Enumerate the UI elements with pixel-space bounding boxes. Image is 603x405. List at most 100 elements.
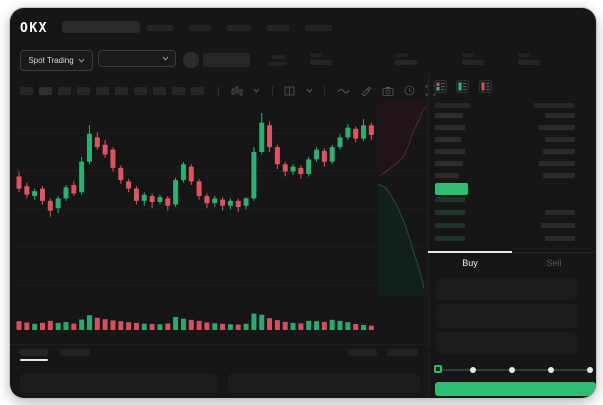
orderbook-header-price <box>435 103 470 108</box>
depth-chart[interactable] <box>377 100 427 296</box>
ask-price-placeholder <box>435 113 463 118</box>
toolbar-divider <box>271 85 273 96</box>
bid-price-placeholder <box>435 236 465 241</box>
orderbook-row[interactable] <box>428 137 596 143</box>
draw-icon[interactable] <box>360 85 372 97</box>
orderbook-row[interactable] <box>428 149 596 155</box>
bottom-divider <box>10 344 428 345</box>
tab-sell[interactable]: Sell <box>546 258 562 268</box>
nav-item-placeholder[interactable] <box>147 25 173 31</box>
candles-layer <box>16 113 374 217</box>
orderbook-row[interactable] <box>428 161 596 167</box>
tabbar-track <box>428 252 596 253</box>
stat-group <box>395 53 417 65</box>
ask-amount-placeholder <box>545 137 575 142</box>
ask-amount-placeholder <box>543 149 575 154</box>
line-type-icon[interactable] <box>337 87 350 95</box>
toolbar-divider <box>218 85 220 96</box>
stat-group <box>310 53 332 65</box>
slider-dot[interactable] <box>470 367 476 373</box>
timeframe-chip[interactable] <box>96 87 109 95</box>
timeframe-chip[interactable] <box>153 87 166 95</box>
timeframe-chip[interactable] <box>58 87 71 95</box>
nav-item-placeholder[interactable] <box>189 25 211 31</box>
okx-logo: OKX <box>20 21 48 36</box>
ask-amount-placeholder <box>543 173 575 178</box>
bottom-tab-active[interactable] <box>20 349 48 356</box>
ask-amount-placeholder <box>539 161 575 166</box>
last-price-badge[interactable] <box>435 183 468 195</box>
orderbook-row[interactable] <box>428 223 596 229</box>
slider-dot[interactable] <box>548 367 554 373</box>
orderbook-row[interactable] <box>428 197 596 203</box>
total-input[interactable] <box>436 332 578 354</box>
bottom-tab-underline <box>20 359 48 361</box>
top-nav <box>147 25 332 31</box>
bottom-tab[interactable] <box>60 349 90 356</box>
orderbook-row[interactable] <box>428 210 596 216</box>
timeframe-chip[interactable] <box>20 87 33 95</box>
book-split-icon[interactable] <box>434 80 447 93</box>
bottom-tab-right[interactable] <box>348 349 377 356</box>
timeframe-chip[interactable] <box>115 87 128 95</box>
slider-handle[interactable] <box>434 365 442 373</box>
chevron-down-icon <box>78 58 85 63</box>
price-input[interactable] <box>436 278 578 300</box>
price-chart[interactable] <box>15 96 428 341</box>
chevron-down-icon[interactable] <box>306 88 313 94</box>
trade-tabs: Buy Sell <box>428 258 596 272</box>
orderbook-header-amount <box>533 103 574 108</box>
ask-price-placeholder <box>435 137 461 142</box>
pair-name-placeholder <box>203 53 250 67</box>
chevron-down-icon[interactable] <box>253 88 260 94</box>
buy-button[interactable] <box>435 382 596 396</box>
clock-icon[interactable] <box>404 85 415 96</box>
nav-item-placeholder[interactable] <box>305 25 332 31</box>
orderbook-row[interactable] <box>428 125 596 131</box>
ask-price-placeholder <box>435 149 465 154</box>
orderbook-row[interactable] <box>428 113 596 119</box>
layout-icon[interactable] <box>284 86 295 96</box>
panel-divider <box>428 72 429 398</box>
tab-buy[interactable]: Buy <box>462 258 478 268</box>
timeframe-chip[interactable] <box>77 87 90 95</box>
camera-icon[interactable] <box>382 86 394 96</box>
stat-group <box>518 53 540 65</box>
amount-input[interactable] <box>436 304 578 328</box>
bottom-panel-right <box>228 374 420 393</box>
candlestick-chart[interactable] <box>15 96 428 341</box>
timeframe-chip[interactable] <box>172 87 185 95</box>
orderbook-view-toggles <box>434 80 497 98</box>
search-input[interactable] <box>62 21 140 33</box>
nav-item-placeholder[interactable] <box>267 25 289 31</box>
book-bids-icon[interactable] <box>456 80 470 93</box>
active-tab-indicator <box>428 251 512 253</box>
indicator-icon[interactable] <box>231 86 243 96</box>
bottom-tab-right[interactable] <box>387 349 418 356</box>
bids-depth-area <box>378 184 426 296</box>
nav-item-placeholder[interactable] <box>227 25 251 31</box>
timeframe-chips[interactable] <box>20 82 210 99</box>
slider-dot[interactable] <box>587 367 593 373</box>
pair-selector-dropdown[interactable] <box>98 50 176 67</box>
book-asks-icon[interactable] <box>478 80 492 93</box>
market-type-dropdown[interactable]: Spot Trading <box>20 50 93 71</box>
app-window: OKX Spot Trading <box>10 8 596 398</box>
bid-amount-placeholder <box>545 210 575 215</box>
timeframe-chip[interactable] <box>39 87 52 95</box>
stat-group <box>462 53 484 65</box>
timeframe-chip[interactable] <box>191 87 204 95</box>
asks-depth-area <box>378 100 426 178</box>
chevron-down-icon <box>162 56 169 61</box>
orderbook-row[interactable] <box>428 173 596 179</box>
bottom-panel-left <box>20 374 217 393</box>
bid-price-placeholder <box>435 210 465 215</box>
price-placeholder <box>272 55 285 59</box>
price-sub-placeholder <box>268 62 287 66</box>
orderbook-row[interactable] <box>428 236 596 242</box>
timeframe-chip[interactable] <box>134 87 147 95</box>
slider-dot[interactable] <box>509 367 515 373</box>
volume-layer <box>16 313 374 330</box>
bid-price-placeholder <box>435 223 465 228</box>
